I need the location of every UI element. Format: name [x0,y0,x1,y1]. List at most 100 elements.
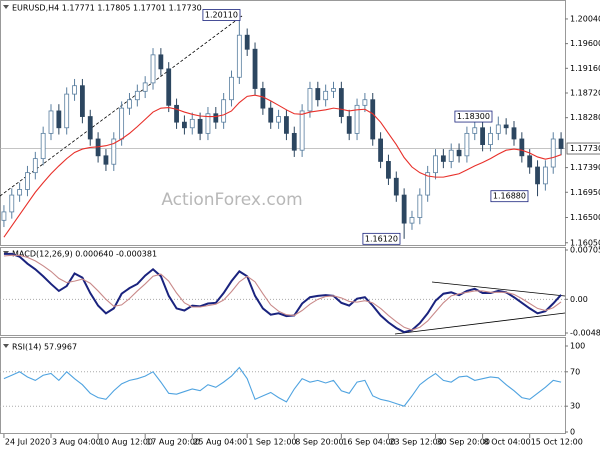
annotation-box [490,190,529,203]
candle-body [362,99,368,106]
y-tick-label: 1.16500 [570,213,600,222]
trend-line [0,15,243,197]
x-tick-label: 1 Sep 12:00 [248,438,296,447]
x-tick-label: 16 Sep 04:00 [342,438,395,447]
candle-body [527,155,533,168]
candle-body [495,124,501,134]
trend-line [394,312,566,335]
candle-body [189,118,195,129]
annotation-label: 1.16120 [365,234,398,243]
candle-body [158,54,164,70]
candle-body [142,82,148,92]
x-tick-label: 24 Jul 2020 [5,438,50,447]
candle-body [370,99,376,140]
candle-body [252,48,258,89]
candle-body [346,116,352,134]
annotation-box [202,9,241,21]
indicator-line [3,366,562,407]
x-tick-label: 3 Aug 04:00 [52,438,101,447]
candle-body [472,127,478,134]
rsi-title: RSI(14) 57.9967 [12,343,77,352]
candle-body [221,99,227,123]
candle-body [354,104,360,134]
candle-body [417,194,423,218]
candle-body [150,54,156,84]
y-tick-label: 100 [570,342,585,351]
y-tick-label: 30 [570,402,580,411]
y-tick-label: 0.00 [570,295,588,304]
y-tick-label: 1.18720 [570,88,600,97]
y-tick-label: -0.004818 [570,329,600,338]
x-tick-label: 30 Sep 20:00 [437,438,490,447]
candle-body [111,138,117,165]
candle-body [440,155,446,162]
x-tick-label: 8 Sep 20:00 [295,438,343,447]
candle-body [331,88,336,92]
candle-body [56,110,62,129]
x-tick-label: 15 Oct 12:00 [531,438,583,447]
annotation-label: 1.18300 [457,112,490,121]
macd-panel [0,247,566,336]
candle-body [229,76,234,101]
candle-body [433,155,438,174]
candle-body [127,99,132,109]
candle-body [166,68,172,106]
candle-body [464,132,470,157]
candle-body [17,189,23,196]
candle-body [511,127,517,140]
menu-icon [3,5,9,9]
candle-body [519,138,525,157]
candle-body [291,132,297,151]
annotation-box [362,232,401,245]
candle-body [103,155,109,165]
candle-body [260,88,266,109]
x-tick-label: 23 Sep 12:00 [389,438,442,447]
candle-body [213,113,219,123]
candle-body [87,116,93,140]
candle-body [79,85,85,117]
y-tick-label: 0.007057 [570,246,600,255]
candle-body [276,116,281,123]
x-tick-label: 10 Aug 12:00 [99,438,153,447]
candle-body [25,172,30,190]
candle-body [338,88,344,117]
annotation-label: 1.16880 [493,192,526,201]
y-tick-label: 1.20040 [570,14,600,23]
y-tick-label: 70 [570,367,580,376]
indicator-line [3,94,562,238]
candle-body [72,85,77,95]
x-tick-label: 17 Aug 20:00 [146,438,200,447]
candle-body [409,217,415,224]
indicator-line [3,252,562,334]
candle-body [456,149,462,157]
candle-body [448,149,454,162]
candle-body [134,90,140,101]
indicator-line [3,254,562,331]
menu-icon [3,344,9,348]
macd-title: MACD(12,26,9) 0.000640 -0.000381 [12,250,157,259]
candle-body [40,132,46,160]
candle-body [9,194,15,213]
candle-body [550,138,556,168]
candle-body [386,161,391,179]
annotation-label: 1.20110 [205,11,238,20]
y-tick-label: 0 [570,428,575,437]
chart-title: EURUSD,H4 1.17771 1.17805 1.17701 1.1773… [12,4,202,13]
last-price-box [566,142,600,155]
candle-body [1,211,7,221]
watermark: ActionForex.com [161,190,302,210]
candle-body [205,113,211,134]
y-tick-label: 1.17390 [570,163,600,172]
candle-body [236,34,242,78]
candle-body [535,166,540,185]
x-tick-label: 25 Aug 04:00 [193,438,247,447]
candle-body [64,93,70,129]
annotation-box [454,110,493,123]
y-tick-label: 1.16950 [570,188,600,197]
candle-body [307,88,313,112]
candle-body [378,138,383,162]
candle-body [503,124,509,129]
candle-body [48,110,54,134]
trend-line [431,281,566,297]
